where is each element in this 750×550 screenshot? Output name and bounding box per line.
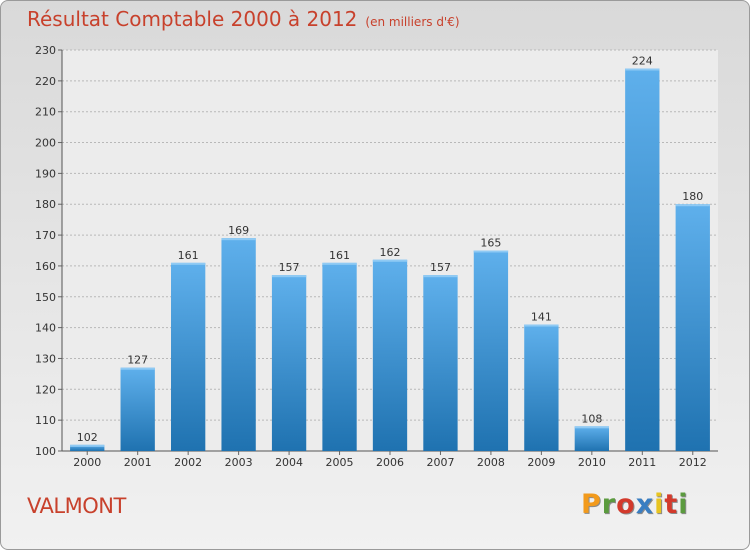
bar	[271, 275, 307, 451]
chart-title: Résultat Comptable 2000 à 2012 (en millie…	[27, 7, 460, 31]
data-label: 165	[480, 237, 501, 250]
chart-title-text: Résultat Comptable 2000 à 2012	[27, 7, 358, 31]
x-tick-label: 2012	[679, 456, 707, 469]
x-tick-label: 2006	[376, 456, 404, 469]
data-label: 127	[127, 354, 148, 367]
chart-subtitle: (en milliers d'€)	[365, 15, 460, 29]
data-label: 180	[682, 190, 703, 203]
bar-top-highlight	[372, 259, 408, 262]
bar	[675, 204, 710, 451]
data-label: 161	[178, 249, 199, 262]
y-tick-label: 160	[35, 260, 56, 273]
proxiti-logo: Proxiti	[581, 489, 689, 520]
y-tick-label: 130	[35, 352, 56, 365]
y-tick-label: 140	[35, 322, 56, 335]
data-label: 162	[380, 246, 401, 259]
logo-letter: t	[664, 489, 679, 520]
bar-top-highlight	[170, 262, 206, 265]
bar	[120, 367, 155, 451]
bar-top-highlight	[625, 68, 660, 71]
y-tick-label: 110	[35, 414, 56, 427]
data-label: 108	[581, 412, 602, 425]
place-name: VALMONT	[27, 494, 126, 518]
y-tick-label: 230	[35, 44, 56, 57]
bar-top-highlight	[322, 262, 357, 265]
bar-top-highlight	[271, 275, 307, 278]
bar	[423, 275, 458, 451]
x-tick-label: 2009	[527, 456, 555, 469]
bar-top-highlight	[675, 204, 710, 207]
logo-letter: i	[678, 489, 689, 520]
y-tick-label: 150	[35, 291, 56, 304]
bar-top-highlight	[574, 426, 610, 429]
y-tick-label: 100	[35, 445, 56, 458]
bar	[524, 324, 559, 451]
bar	[372, 259, 408, 451]
bar	[70, 444, 105, 451]
y-tick-label: 190	[35, 167, 56, 180]
bar-top-highlight	[120, 367, 155, 370]
x-tick-label: 2002	[174, 456, 202, 469]
data-label: 157	[279, 261, 300, 274]
bar-top-highlight	[221, 238, 256, 241]
logo-letter: x	[635, 489, 655, 520]
y-tick-label: 220	[35, 75, 56, 88]
x-tick-label: 2010	[578, 456, 606, 469]
bar-top-highlight	[423, 275, 458, 278]
logo-letter: o	[616, 489, 636, 520]
data-label: 169	[228, 224, 249, 237]
data-label: 157	[430, 261, 451, 274]
data-label: 224	[632, 55, 653, 68]
bar	[322, 262, 357, 451]
y-tick-label: 210	[35, 106, 56, 119]
x-tick-label: 2004	[275, 456, 303, 469]
y-tick-label: 200	[35, 137, 56, 150]
bar-top-highlight	[70, 444, 105, 447]
bar	[574, 426, 610, 451]
data-label: 141	[531, 311, 552, 324]
x-tick-label: 2001	[124, 456, 152, 469]
x-tick-label: 2003	[225, 456, 253, 469]
y-tick-label: 180	[35, 198, 56, 211]
bar-top-highlight	[524, 324, 559, 327]
logo-letter: P	[581, 489, 602, 520]
x-tick-label: 2005	[326, 456, 354, 469]
y-tick-label: 170	[35, 229, 56, 242]
bar	[221, 238, 256, 451]
bar-top-highlight	[473, 250, 509, 253]
logo-letter: i	[654, 489, 665, 520]
x-tick-label: 2007	[426, 456, 454, 469]
bar	[170, 262, 206, 451]
x-tick-label: 2011	[628, 456, 656, 469]
data-label: 161	[329, 249, 350, 262]
bar	[625, 68, 660, 451]
x-tick-label: 2000	[73, 456, 101, 469]
y-tick-label: 120	[35, 383, 56, 396]
bar	[473, 250, 509, 451]
logo-letter: r	[601, 489, 617, 520]
data-label: 102	[77, 431, 98, 444]
x-tick-label: 2008	[477, 456, 505, 469]
